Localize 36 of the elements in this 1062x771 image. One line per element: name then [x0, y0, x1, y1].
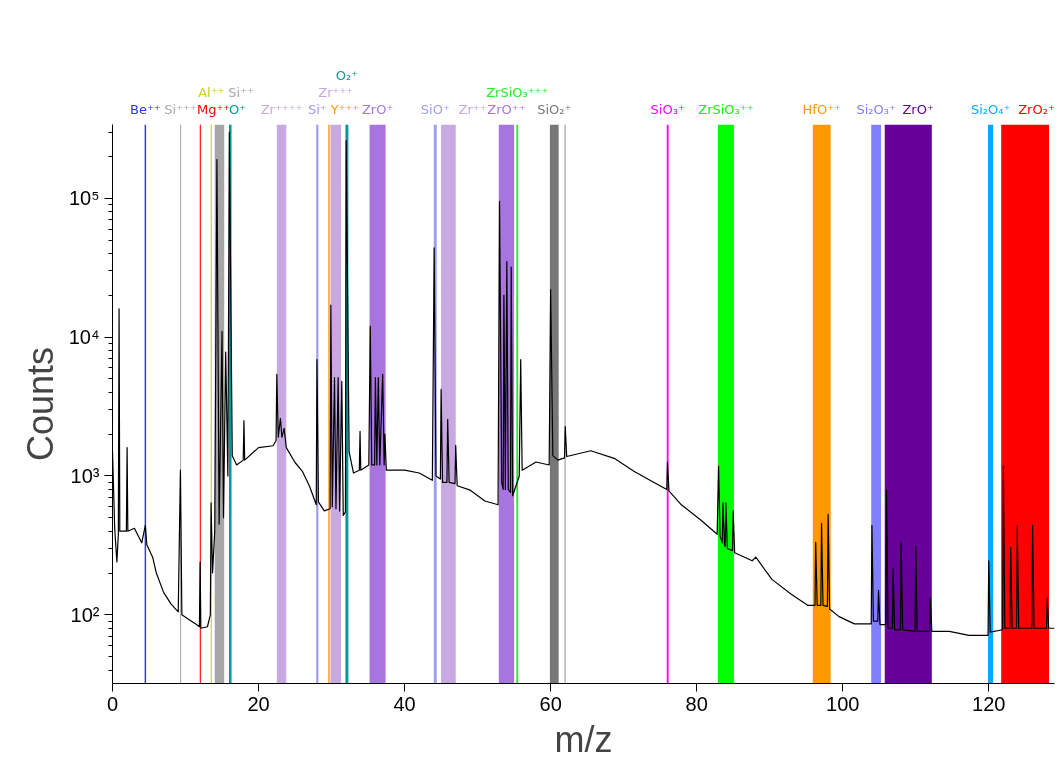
x-tick-label: 60 [539, 692, 562, 715]
x-axis-title: m/z [554, 718, 613, 760]
y-tick-label: 10³ [70, 464, 100, 487]
x-tick-label: 80 [685, 692, 708, 715]
x-tick-label: 20 [247, 692, 270, 715]
band-label: ZrO⁺⁺ [487, 101, 526, 117]
band-label: SiO⁺ [420, 101, 450, 117]
band-label: Be⁺⁺ [130, 101, 161, 117]
band-label: HfO⁺⁺ [802, 101, 841, 117]
band-label: ZrO⁺ [361, 101, 394, 117]
y-tick-label: 10⁴ [68, 326, 100, 349]
band-label: ZrO⁺ [902, 101, 934, 117]
band-label: Zr⁺⁺⁺⁺ [260, 101, 303, 117]
band-label: Si⁺⁺⁺ [164, 101, 197, 117]
band-label: ZrSiO₃⁺⁺ [698, 101, 754, 117]
band-label: O⁺ [229, 101, 247, 117]
band-label: ZrSiO₃⁺⁺⁺ [486, 84, 549, 100]
band-label: Si⁺ [307, 101, 327, 117]
band-label: SiO₂⁺ [537, 101, 572, 117]
y-tick-label: 10⁵ [68, 187, 100, 210]
x-tick-label: 120 [972, 692, 1006, 715]
band-label: ZrO₂⁺ [1018, 101, 1055, 117]
y-axis-title: Counts [19, 346, 61, 462]
x-tick-label: 0 [106, 692, 119, 715]
y-tick-label: 10² [70, 603, 100, 626]
band-label: Al⁺⁺ [198, 84, 225, 100]
band-label: Zr⁺⁺⁺ [318, 84, 354, 100]
band-label: O₂⁺ [335, 67, 359, 83]
x-tick-label: 40 [393, 692, 416, 715]
band-label: Y⁺⁺⁺ [329, 101, 360, 117]
band-label: Si₂O₃⁺ [856, 101, 896, 117]
band-label: Si⁺⁺ [228, 84, 254, 100]
band-label: Si₂O₄⁺ [970, 101, 1011, 117]
x-tick-label: 100 [826, 692, 860, 715]
band-label: SiO₃⁺ [650, 101, 685, 117]
band-label: Zr⁺⁺ [458, 101, 487, 117]
